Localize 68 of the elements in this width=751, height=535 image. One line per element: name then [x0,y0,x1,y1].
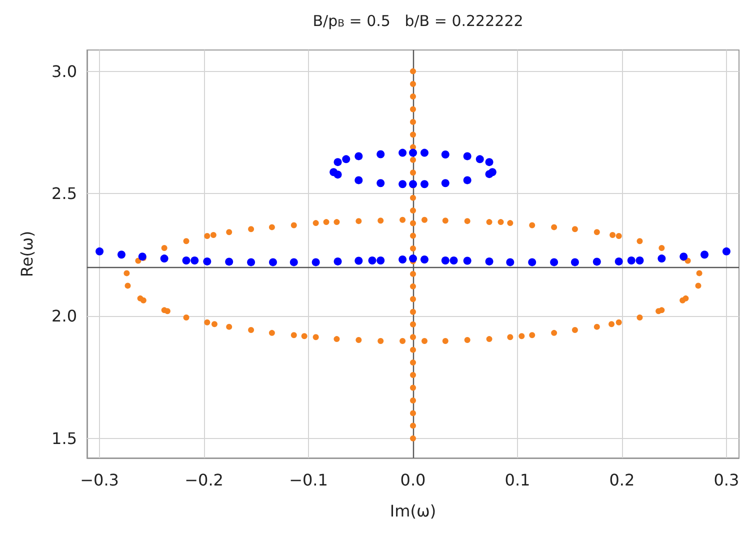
point [636,256,644,264]
point [420,148,428,157]
chart-title: B/pB = 0.5 b/B = 0.222222 [312,12,524,30]
point [376,179,385,188]
point [203,257,212,266]
point [485,158,494,166]
point [398,180,407,188]
point [506,258,514,266]
point [420,180,428,188]
point [658,254,666,263]
point [138,252,146,261]
point [420,256,428,264]
point [376,256,385,264]
point [570,258,579,266]
y-tick-label: 2.5 [52,184,77,204]
point [463,152,472,160]
x-tick-label: −0.1 [289,470,328,490]
point [550,258,558,266]
point [368,256,376,264]
point [268,258,277,266]
point [485,257,494,266]
point [290,258,298,266]
point [376,150,385,158]
point [190,256,199,264]
point [354,256,363,265]
point [342,155,350,164]
point [476,155,484,164]
point [627,256,636,264]
point [409,254,417,263]
x-tick-label: 0.0 [400,470,426,490]
x-tick-label: −0.2 [184,470,224,490]
x-tick-label: 0.3 [714,470,740,490]
point [441,150,450,159]
point [463,176,472,184]
point [160,254,168,263]
point [398,148,407,157]
point [117,250,126,259]
x-axis-title: Im(ω) [390,502,436,520]
point [354,152,363,160]
x-tick-label: −0.3 [80,470,119,490]
point [409,148,417,157]
point [334,170,342,179]
point [614,257,623,266]
point [680,252,688,261]
x-tick-label: 0.1 [504,470,530,490]
y-tick-label: 1.5 [52,428,77,448]
point [488,168,496,176]
point [441,256,450,264]
point [592,258,601,266]
point [441,179,450,188]
point [96,247,104,256]
y-tick-label: 2.0 [52,306,77,326]
y-axis-title: Re(ω) [18,230,36,278]
point [247,258,256,266]
point [312,258,320,266]
x-tick-label: 0.2 [609,470,635,490]
y-tick-label: 3.0 [52,62,77,81]
point [722,247,730,256]
point [398,256,407,264]
point [528,258,536,266]
point [463,256,472,265]
point [450,256,458,264]
point [334,257,342,266]
point [182,256,190,264]
point [334,158,342,166]
point [700,250,709,259]
point [225,258,234,266]
point [354,176,363,184]
